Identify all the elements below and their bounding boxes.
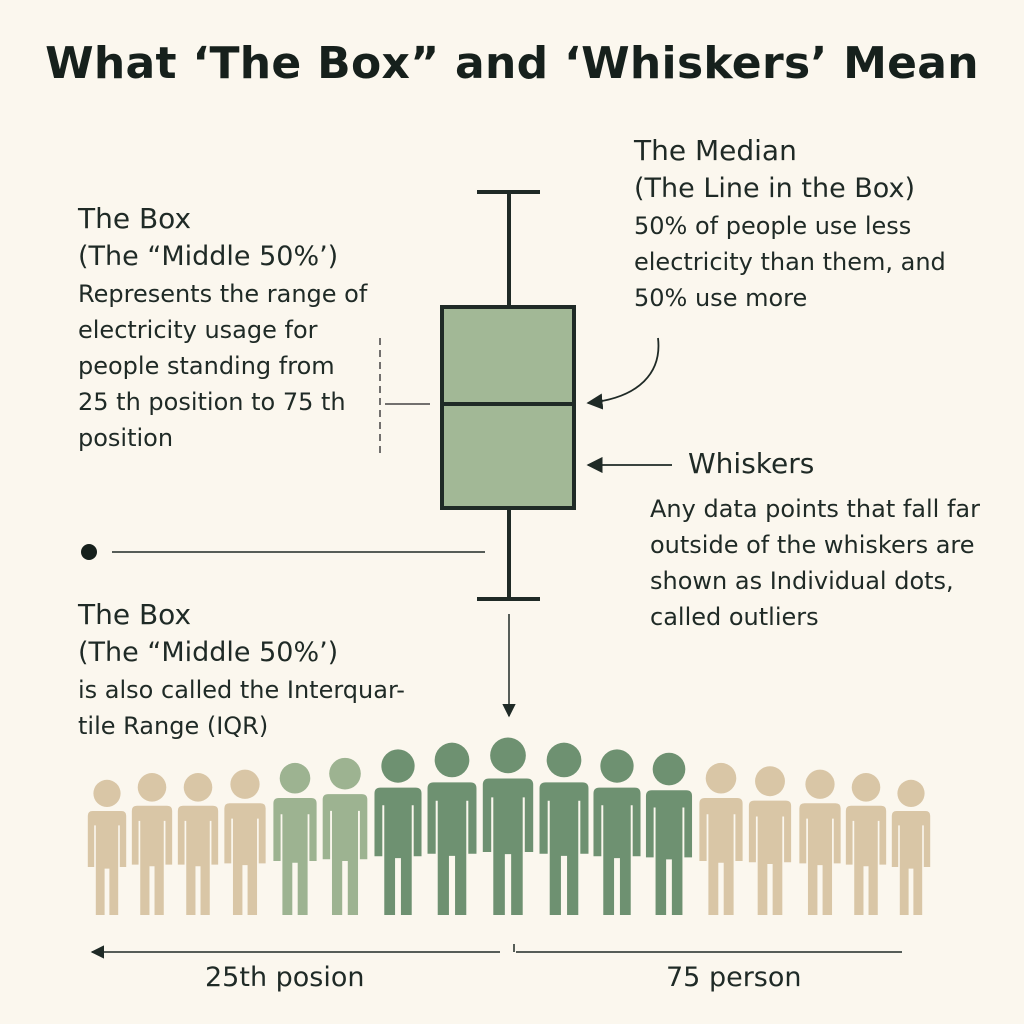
iqr-heading: The Box [78, 598, 192, 631]
person-figure [482, 737, 534, 915]
caption-right: 75 person [666, 962, 802, 993]
person-figure [845, 773, 887, 915]
box-subheading: (The “Middle 50%’) [78, 241, 339, 272]
person-figure [539, 742, 589, 915]
person-figure [593, 749, 641, 915]
box-heading: The Box [78, 202, 192, 235]
whiskers-explanation: Whiskers Any data points that fall far o… [650, 445, 980, 635]
person-figure [799, 769, 841, 915]
person-figure [322, 757, 368, 915]
person-figure [87, 779, 127, 915]
median-arrow [586, 337, 660, 410]
median-heading: The Median [634, 134, 797, 167]
person-figure [748, 766, 792, 915]
person-figure [427, 742, 477, 915]
iqr-box [440, 305, 576, 510]
person-figure [131, 773, 173, 915]
person-figure [273, 762, 317, 915]
box-explanation: The Box (The “Middle 50%’) Represents th… [78, 200, 378, 456]
page-title: What ‘The Box” and ‘Whiskers’ Mean [45, 38, 979, 89]
outlier-dot [81, 544, 97, 560]
iqr-subheading: (The “Middle 50%’) [78, 637, 339, 668]
person-figure [177, 773, 219, 915]
person-figure [891, 779, 931, 915]
person-figure [374, 749, 422, 915]
caption-left: 25th posion [205, 962, 365, 993]
box-body: Represents the range of electricity usag… [78, 280, 368, 452]
median-explanation: The Median (The Line in the Box) 50% of … [634, 132, 964, 316]
median-body: 50% of people use less electricity than … [634, 212, 946, 312]
iqr-body: is also called the Interquar-tile Range … [78, 676, 405, 740]
person-figure [645, 752, 693, 915]
person-figure [699, 762, 743, 915]
person-figure [224, 769, 266, 915]
whiskers-heading: Whiskers [688, 447, 815, 480]
iqr-explanation: The Box (The “Middle 50%’) is also calle… [78, 596, 438, 744]
people-row [87, 737, 931, 915]
whiskers-body: Any data points that fall far outside of… [650, 495, 980, 631]
median-subheading: (The Line in the Box) [634, 173, 915, 204]
